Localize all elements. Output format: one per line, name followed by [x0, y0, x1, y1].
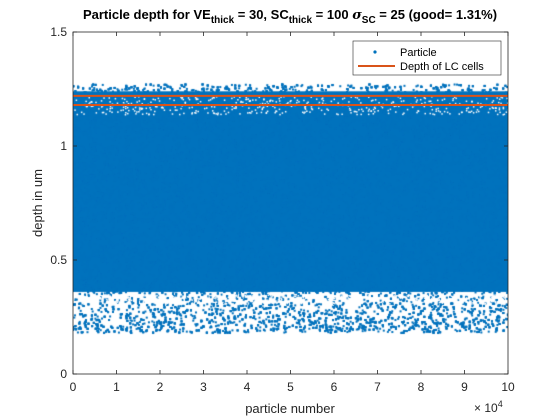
y-tick-label: 0.5	[50, 253, 67, 267]
y-tick-label: 0	[60, 367, 67, 381]
x-tick-label: 2	[157, 380, 164, 394]
particle-scatter-layer	[73, 32, 508, 374]
chart-title: Particle depth for VEthick = 30, SCthick…	[83, 7, 497, 26]
x-axis-exponent: × 104	[474, 399, 503, 415]
x-tick-label: 5	[287, 380, 294, 394]
x-tick-label: 7	[374, 380, 381, 394]
y-axis-ticks: 0 0.5 1 1.5	[50, 25, 508, 381]
y-tick-label: 1.5	[50, 25, 67, 39]
x-axis-label: particle number	[245, 401, 335, 416]
lc-depth-lines	[73, 94, 508, 106]
particle-points	[73, 32, 508, 374]
x-tick-label: 8	[418, 380, 425, 394]
legend-box	[352, 40, 502, 76]
x-tick-label: 1	[113, 380, 120, 394]
legend-marker-particle	[373, 50, 377, 54]
x-tick-label: 3	[200, 380, 207, 394]
legend-label-particle: Particle	[400, 47, 437, 59]
x-axis-ticks: 0 1 2 3 4 5 6 7 8 9 10	[70, 32, 515, 394]
legend: Particle Depth of LC cells	[352, 40, 502, 76]
legend-label-lc: Depth of LC cells	[400, 61, 484, 73]
y-axis-label: depth in um	[30, 169, 45, 237]
x-tick-label: 6	[331, 380, 338, 394]
x-tick-label: 4	[244, 380, 251, 394]
x-tick-label: 9	[461, 380, 468, 394]
y-tick-label: 1	[60, 139, 67, 153]
x-tick-label: 0	[70, 380, 77, 394]
x-tick-label: 10	[501, 380, 515, 394]
